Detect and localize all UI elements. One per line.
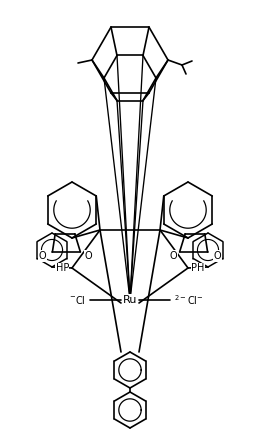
Text: $^{-}$Cl: $^{-}$Cl <box>69 294 86 306</box>
Text: O: O <box>38 251 46 261</box>
Text: PH: PH <box>191 263 204 273</box>
Text: O: O <box>214 251 222 261</box>
Text: HP: HP <box>56 263 69 273</box>
Text: O: O <box>170 251 177 261</box>
Text: $^{2-}$Cl$^{-}$: $^{2-}$Cl$^{-}$ <box>174 293 204 307</box>
Text: O: O <box>84 251 92 261</box>
Text: Ru: Ru <box>123 295 137 305</box>
